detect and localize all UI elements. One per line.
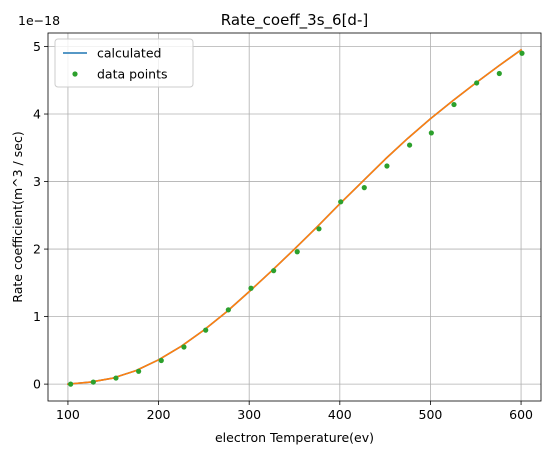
legend: calculated data points [54, 38, 194, 88]
data-point [248, 285, 254, 291]
data-point [294, 249, 300, 255]
data-point [68, 381, 74, 387]
data-point [225, 307, 231, 313]
y-tick-label: 4 [33, 107, 41, 122]
data-point [406, 142, 413, 148]
x-tick-label: 400 [328, 407, 352, 422]
series-line-1 [67, 48, 523, 385]
x-tick-label: 200 [147, 407, 171, 422]
data-point [361, 185, 367, 191]
legend-marker-swatch [72, 71, 78, 77]
data-point [181, 344, 187, 350]
y-tick-label: 0 [33, 377, 41, 392]
y-tick-label: 3 [33, 174, 41, 189]
data-point [203, 327, 209, 333]
data-point [384, 163, 390, 169]
x-tick-label: 300 [237, 407, 261, 422]
y-tick-label: 5 [33, 39, 41, 54]
data-point [271, 268, 277, 274]
data-point [90, 379, 96, 385]
legend-box [54, 38, 194, 88]
data-point [136, 368, 142, 374]
series-layer [67, 48, 525, 387]
data-point [474, 80, 480, 86]
y-tick-label: 2 [33, 242, 41, 257]
data-point [113, 375, 119, 381]
x-tick-label: 500 [419, 407, 443, 422]
data-point [451, 101, 457, 108]
x-tick-label: 600 [509, 407, 533, 422]
data-point [496, 70, 502, 77]
plot-frame [47, 32, 542, 402]
x-tick-label: 100 [56, 407, 80, 422]
legend-label: calculated [97, 46, 161, 61]
data-point [158, 357, 164, 364]
chart-title: Rate_coeff_3s_6[d-] [221, 11, 368, 30]
data-point [338, 199, 344, 205]
data-point [519, 50, 525, 56]
legend-label: data points [97, 67, 168, 82]
data-point [316, 226, 322, 232]
y-axis-offset-label: 1e−18 [18, 13, 60, 28]
grid [48, 33, 541, 401]
y-tick-label: 1 [33, 309, 41, 324]
axes: 100 200 300 400 500 600 0 1 2 3 4 5 [33, 32, 542, 422]
y-axis-label: Rate coefficient(m^3 / sec) [10, 131, 25, 302]
data-point [428, 130, 434, 136]
x-axis-label: electron Temperature(ev) [215, 430, 374, 445]
